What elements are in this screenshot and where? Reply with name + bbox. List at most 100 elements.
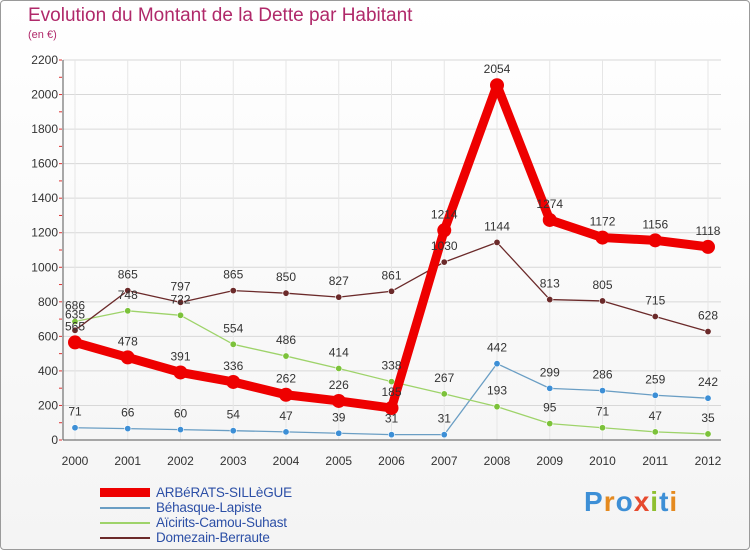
data-point <box>124 425 132 433</box>
legend-swatch <box>100 506 150 509</box>
data-label: 628 <box>698 309 718 323</box>
data-label: 1172 <box>590 215 616 229</box>
y-tick-label: 1800 <box>31 122 58 136</box>
data-label: 715 <box>645 294 665 308</box>
data-label: 748 <box>118 288 138 302</box>
legend-label: Béhasque-Lapiste <box>156 500 262 515</box>
brand-letter: r <box>603 486 616 517</box>
y-tick-label: 1400 <box>31 191 58 205</box>
data-point <box>387 378 395 386</box>
data-label: 185 <box>381 385 401 399</box>
data-point <box>598 297 606 305</box>
data-label: 242 <box>698 375 718 389</box>
data-point <box>546 384 554 392</box>
data-point <box>440 258 448 266</box>
data-point <box>177 311 185 319</box>
data-label: 262 <box>276 372 296 386</box>
brand-letter: i <box>650 486 660 517</box>
data-point <box>331 393 346 408</box>
data-point <box>229 287 237 295</box>
data-point <box>704 394 712 402</box>
y-tick-label: 1200 <box>31 226 58 240</box>
data-point <box>437 223 452 238</box>
y-tick-label: 0 <box>51 433 58 447</box>
data-point <box>387 287 395 295</box>
data-point <box>335 364 343 372</box>
data-label: 66 <box>121 406 135 420</box>
data-point <box>124 287 132 295</box>
legend-swatch <box>100 521 150 524</box>
data-point <box>282 428 290 436</box>
proxiti-logo: Proxiti <box>584 486 678 518</box>
data-label: 259 <box>645 372 665 386</box>
data-point <box>124 307 132 315</box>
brand-letter: i <box>669 486 679 517</box>
data-label: 286 <box>592 368 612 382</box>
brand-letter: P <box>584 486 604 517</box>
data-label: 31 <box>385 412 399 426</box>
data-point <box>648 233 663 248</box>
data-point <box>493 360 501 368</box>
data-point <box>282 352 290 360</box>
data-label: 797 <box>170 279 190 293</box>
chart-unit: (en €) <box>28 29 57 41</box>
x-tick-label: 2012 <box>695 454 722 468</box>
data-label: 226 <box>329 378 349 392</box>
data-point <box>68 335 82 350</box>
x-tick-label: 2003 <box>220 454 247 468</box>
x-tick-label: 2002 <box>167 454 194 468</box>
data-label: 865 <box>118 268 138 282</box>
data-label: 486 <box>276 333 296 347</box>
data-label: 827 <box>329 274 349 288</box>
data-label: 54 <box>227 408 241 422</box>
y-tick-label: 600 <box>38 329 58 343</box>
data-point <box>598 387 606 395</box>
data-point <box>177 298 185 306</box>
data-point <box>546 296 554 304</box>
legend-swatch <box>100 536 150 539</box>
data-point <box>387 431 395 439</box>
data-label: 861 <box>381 268 401 282</box>
data-point <box>229 340 237 348</box>
data-label: 267 <box>434 371 454 385</box>
legend: ARBéRATS-SILLèGUE Béhasque-Lapiste Aïcir… <box>100 485 292 545</box>
data-label: 1030 <box>431 239 458 253</box>
data-point <box>595 230 610 245</box>
data-point <box>651 391 659 399</box>
data-label: 35 <box>701 411 715 425</box>
data-point <box>335 293 343 301</box>
brand-letter: x <box>633 486 651 517</box>
data-label: 338 <box>381 359 401 373</box>
data-label: 71 <box>68 405 82 419</box>
y-tick-label: 2200 <box>31 53 58 67</box>
x-tick-label: 2008 <box>484 454 511 468</box>
data-point <box>173 365 188 380</box>
legend-item: ARBéRATS-SILLèGUE <box>100 485 292 500</box>
data-point <box>384 401 399 416</box>
data-point <box>282 289 290 297</box>
data-label: 60 <box>174 407 188 421</box>
y-tick-label: 1000 <box>31 260 58 274</box>
data-point <box>704 430 712 438</box>
data-label: 478 <box>118 334 138 348</box>
data-point <box>279 387 293 402</box>
x-tick-label: 2001 <box>114 454 141 468</box>
data-point <box>704 328 712 336</box>
data-label: 1156 <box>642 217 668 231</box>
data-label: 193 <box>487 384 507 398</box>
legend-item: Aïcirits-Camou-Suhast <box>100 515 292 530</box>
data-point <box>226 374 241 389</box>
data-label: 31 <box>438 412 452 426</box>
x-tick-label: 2004 <box>273 454 300 468</box>
legend-label: Aïcirits-Camou-Suhast <box>156 515 287 530</box>
data-label: 850 <box>276 270 296 284</box>
data-label: 1214 <box>431 207 458 221</box>
data-point <box>177 426 185 434</box>
data-label: 635 <box>65 307 85 321</box>
data-label: 95 <box>543 401 557 415</box>
data-label: 865 <box>223 268 243 282</box>
data-label: 47 <box>279 409 293 423</box>
legend-label: ARBéRATS-SILLèGUE <box>156 485 292 500</box>
data-label: 336 <box>223 359 243 373</box>
